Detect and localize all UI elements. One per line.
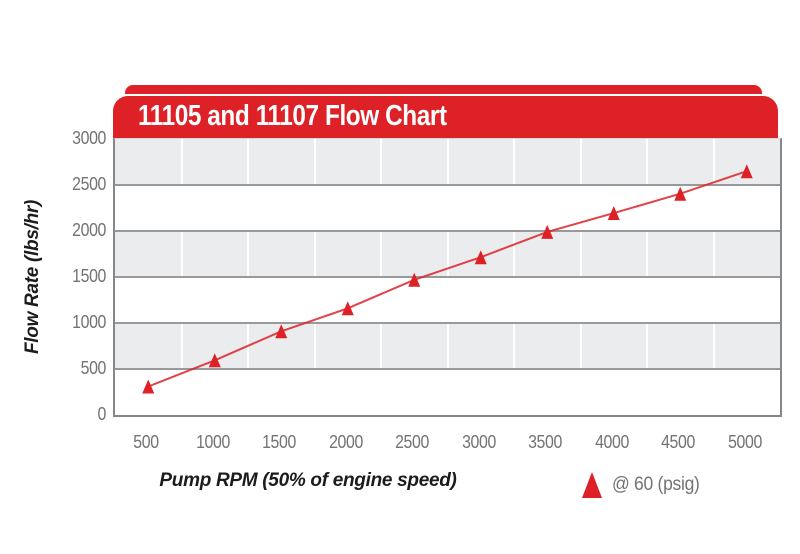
legend: @ 60 (psig) [582,470,707,500]
header-back-tab [125,85,762,94]
horizontal-gridline [115,184,780,186]
x-tick-label: 3500 [528,432,563,452]
data-point-triangle [674,186,687,201]
x-tick-label: 4000 [594,432,629,452]
data-point-triangle [275,324,288,339]
x-tick-label: 2000 [328,432,363,452]
x-tick-label: 2500 [395,432,430,452]
horizontal-gridline [115,322,780,324]
x-tick-label: 5000 [727,432,762,452]
horizontal-gridline [115,368,780,370]
chart-title: 11105 and 11107 Flow Chart [138,100,447,132]
legend-triangle-icon [582,472,602,498]
y-tick-label: 2000 [72,220,106,240]
y-tick-label: 2500 [72,174,106,194]
y-tick-label: 3000 [72,128,106,148]
data-series-layer [142,164,753,394]
data-point-triangle [607,206,620,221]
flow-line [147,170,748,388]
data-point-triangle [474,250,487,265]
y-axis-title: Flow Rate (lbs/hr) [22,200,43,354]
x-axis-title: Pump RPM (50% of engine speed) [159,470,457,491]
data-point-triangle [208,353,221,368]
x-tick-label: 3000 [461,432,496,452]
horizontal-gridline [115,230,780,232]
data-point-triangle [341,301,354,316]
data-point-triangle [740,164,753,179]
y-tick-label: 1500 [72,266,106,286]
data-point-triangle [541,224,554,239]
data-point-triangle [408,272,421,287]
plot-area [113,138,782,417]
x-tick-label: 1000 [195,432,230,452]
x-tick-label: 4500 [661,432,696,452]
y-tick-label: 0 [97,404,107,424]
y-tick-label: 500 [80,358,107,378]
x-tick-label: 500 [133,432,160,452]
chart-title-bar: 11105 and 11107 Flow Chart [113,96,778,138]
x-tick-label: 1500 [262,432,297,452]
data-point-triangle [142,379,155,394]
horizontal-gridline [115,276,780,278]
y-tick-label: 1000 [72,312,106,332]
legend-label: @ 60 (psig) [612,474,700,495]
